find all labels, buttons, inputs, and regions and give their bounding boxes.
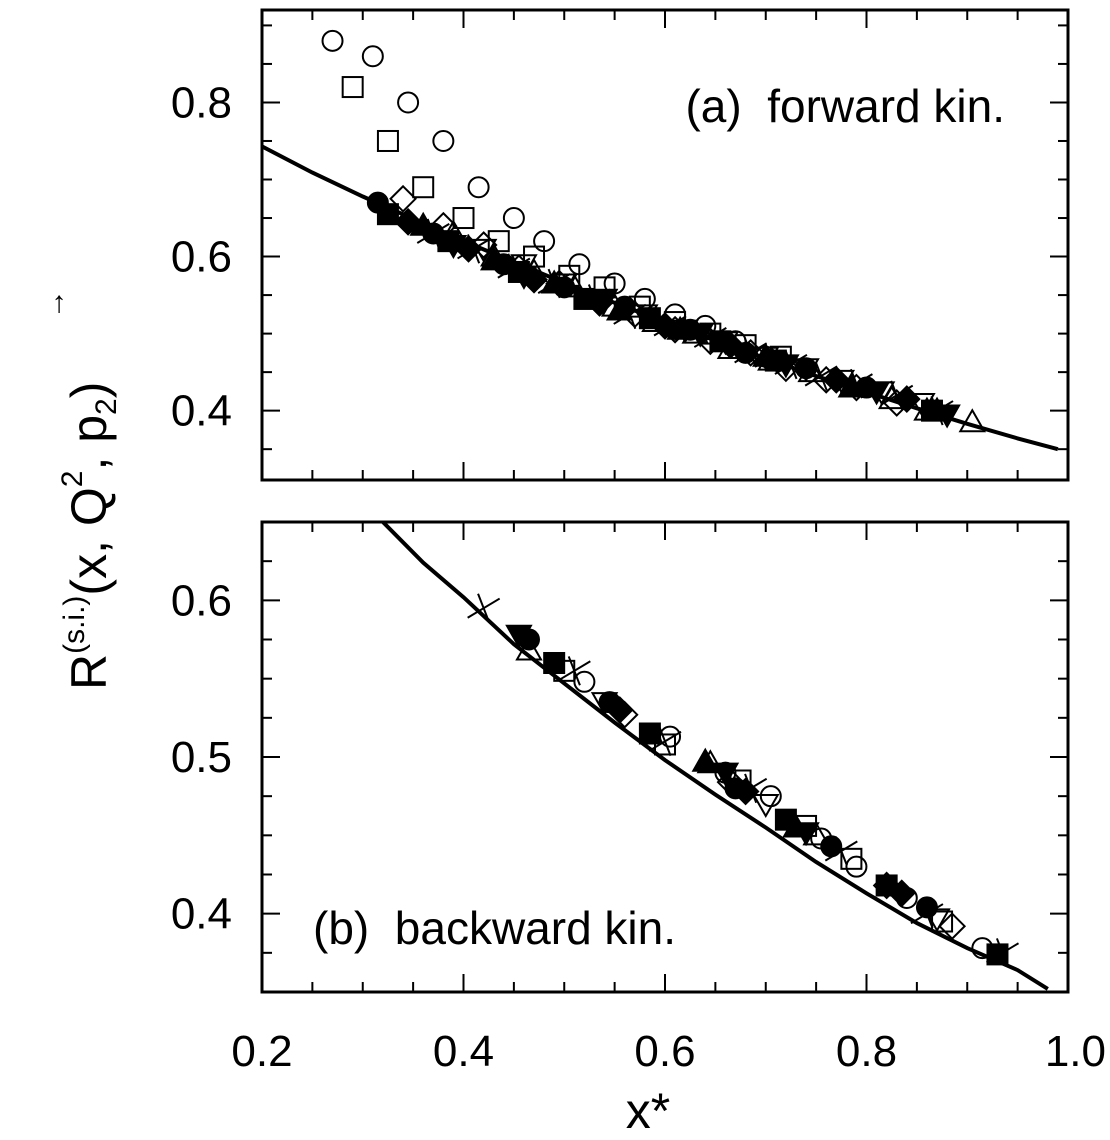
series-filled-triangle-down	[505, 624, 820, 847]
point-open-circle	[321, 29, 344, 52]
series-filled-diamond	[605, 696, 916, 908]
x-tick-label: 0.8	[836, 1027, 897, 1076]
y-axis-title-q-exponent: 2	[56, 471, 89, 488]
y-axis-title-sup: (s.i.)	[58, 596, 91, 654]
point-filled-triangle-up	[837, 373, 866, 398]
point-open-triangle-up	[958, 408, 987, 433]
point-filled-triangle-down	[933, 404, 961, 429]
point-filled-square	[638, 722, 661, 745]
point-filled-diamond	[887, 879, 916, 908]
y-tick-label: 0.4	[171, 890, 232, 939]
point-open-circle	[502, 207, 525, 230]
x-axis-title: x*	[626, 1083, 670, 1139]
y-axis-title-sep: , p	[61, 415, 117, 471]
series-filled-circle	[517, 628, 938, 919]
point-open-circle	[397, 91, 420, 114]
x-tick-labels: 0.2 0.4 0.6 0.8 1.0	[231, 1027, 1106, 1076]
point-filled-triangle-up	[666, 315, 694, 340]
y-axis-title-p-subscript: 2	[90, 398, 123, 415]
point-filled-triangle-up	[752, 342, 780, 367]
point-open-diamond	[389, 184, 417, 213]
point-filled-circle	[820, 835, 843, 858]
point-filled-triangle-down	[590, 288, 619, 313]
point-open-square	[452, 207, 475, 230]
y-tick-label: 0.6	[171, 576, 232, 625]
point-filled-square	[543, 652, 566, 674]
panel-label-a: (a) forward kin.	[685, 80, 1005, 132]
svg-text:R(s.i.)(x, Q2, p2): R(s.i.)(x, Q2, p2)	[56, 382, 123, 690]
point-filled-circle	[795, 357, 818, 380]
y-tick-label: 0.5	[171, 733, 232, 782]
theory-curve-b	[381, 522, 1049, 991]
point-filled-square	[376, 203, 399, 226]
y-tick-label: 0.4	[171, 387, 232, 436]
point-filled-circle	[915, 896, 938, 919]
point-filled-diamond	[731, 777, 760, 806]
point-filled-triangle-down	[686, 323, 714, 348]
point-open-diamond	[938, 912, 967, 941]
point-filled-triangle-up	[605, 296, 634, 321]
x-tick-label: 0.2	[231, 1027, 292, 1076]
point-filled-triangle-down	[510, 265, 538, 290]
y-axis-title: R(s.i.)(x, Q2, p2) →	[38, 289, 123, 690]
y-axis-title-close: )	[61, 382, 117, 399]
y-axis-title-args: (x, Q	[61, 487, 117, 595]
point-filled-triangle-down	[792, 822, 820, 847]
point-filled-diamond	[716, 331, 745, 360]
y-axis-title-main: R	[61, 654, 117, 690]
x-tick-label: 0.6	[634, 1027, 695, 1076]
point-filled-diamond	[892, 385, 921, 414]
point-open-circle	[361, 45, 384, 68]
point-cross	[467, 593, 501, 623]
point-filled-triangle-down	[711, 762, 740, 787]
panel-backward: 0.4 0.5 0.6 (b) backward kin.	[171, 520, 1070, 994]
y-tick-label: 0.8	[171, 78, 232, 127]
point-filled-triangle-up	[480, 246, 508, 271]
point-filled-triangle-down	[772, 354, 800, 379]
point-filled-triangle-up	[540, 269, 568, 294]
point-filled-diamond	[605, 696, 634, 724]
point-open-square	[840, 847, 863, 870]
point-open-square	[487, 230, 510, 253]
point-open-triangle-up	[515, 636, 543, 661]
point-filled-triangle-down	[439, 235, 468, 260]
point-open-square	[376, 129, 399, 152]
point-filled-diamond	[822, 365, 851, 394]
point-filled-triangle-up	[409, 211, 437, 236]
x-tick-label: 1.0	[1045, 1027, 1106, 1076]
point-open-circle	[467, 176, 490, 199]
point-filled-triangle-down	[505, 624, 533, 649]
series-filled-triangle-down	[439, 235, 961, 429]
point-open-circle	[845, 855, 868, 878]
point-open-circle	[573, 670, 596, 693]
point-open-circle	[432, 129, 455, 152]
point-open-square	[341, 76, 364, 99]
series-filled-circle	[366, 191, 878, 399]
point-cross	[557, 656, 591, 686]
panel-forward: 0.4 0.6 0.8 (a) forward kin.	[171, 8, 1070, 482]
panel-label-b: (b) backward kin.	[313, 902, 676, 954]
y-tick-label: 0.6	[171, 233, 232, 282]
point-cross	[804, 361, 838, 391]
vector-arrow: →	[38, 289, 71, 319]
point-open-square	[412, 176, 435, 199]
point-open-triangle-down	[752, 794, 780, 819]
point-filled-triangle-down	[862, 381, 891, 406]
x-tick-label: 0.4	[433, 1027, 494, 1076]
point-cross	[648, 726, 682, 757]
point-filled-triangle-up	[691, 747, 720, 772]
point-filled-square	[986, 943, 1009, 966]
